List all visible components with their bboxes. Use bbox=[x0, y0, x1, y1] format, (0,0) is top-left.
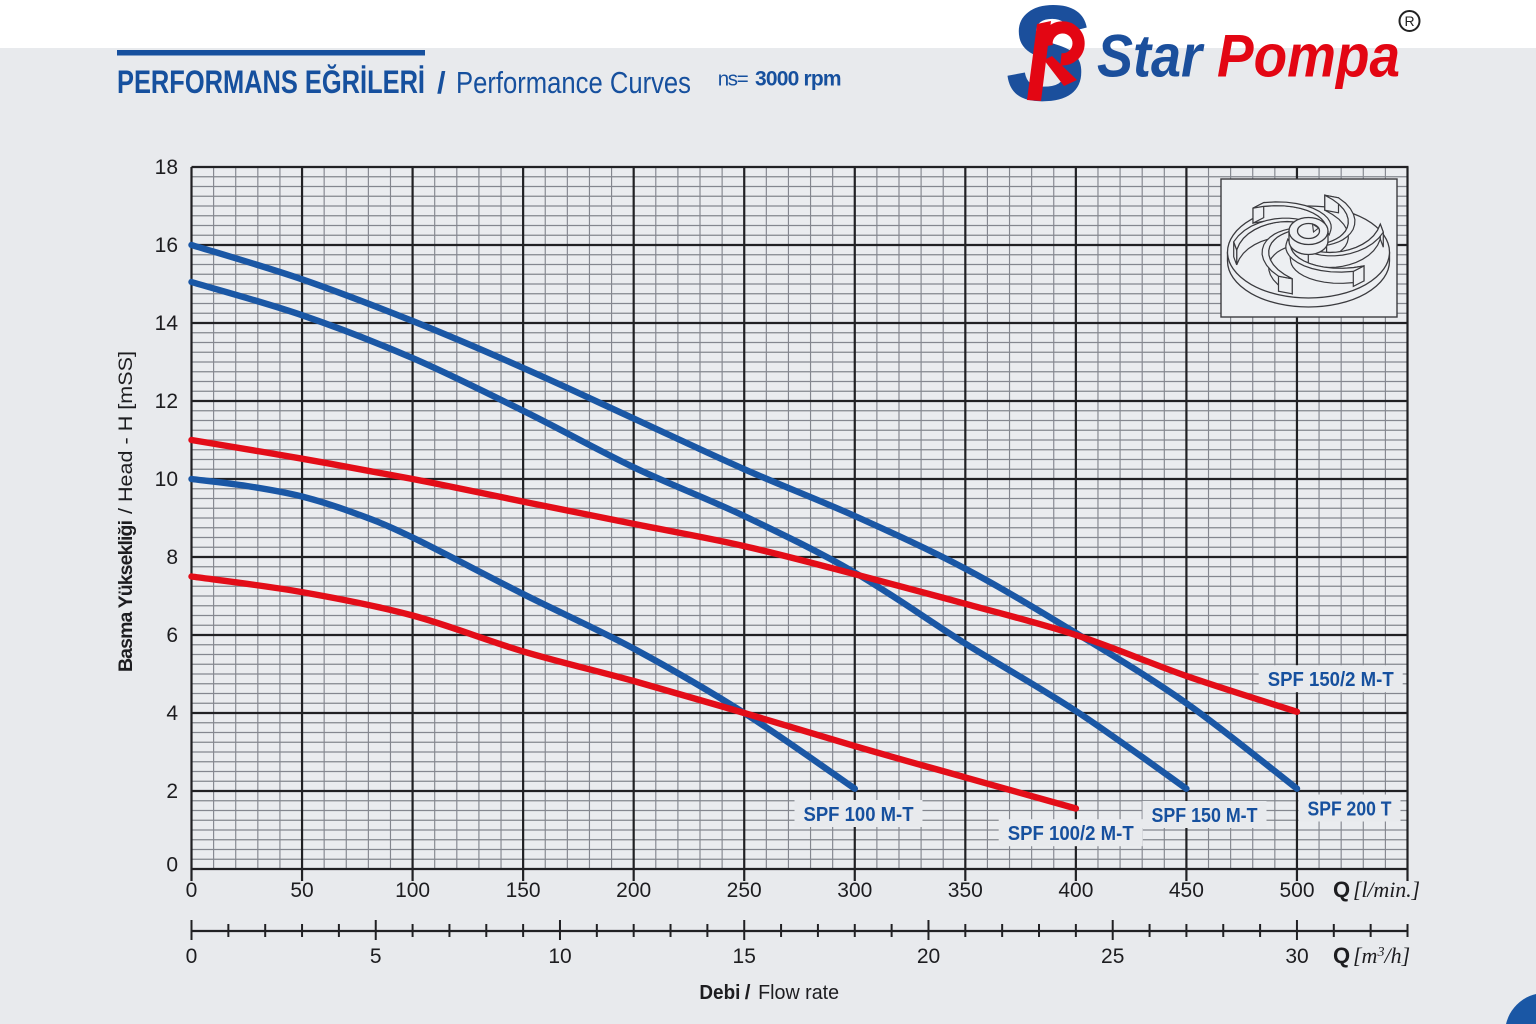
svg-text:12: 12 bbox=[155, 390, 178, 413]
svg-text:150: 150 bbox=[506, 879, 541, 902]
svg-text:3000 rpm: 3000 rpm bbox=[755, 68, 842, 91]
svg-text:350: 350 bbox=[948, 879, 983, 902]
svg-text:18: 18 bbox=[155, 156, 178, 179]
svg-text:Debi: Debi bbox=[699, 981, 740, 1004]
svg-text:0: 0 bbox=[186, 879, 198, 902]
svg-text:Star: Star bbox=[1097, 22, 1205, 89]
svg-text:/: / bbox=[745, 981, 751, 1004]
svg-text:200: 200 bbox=[616, 879, 651, 902]
svg-text:14: 14 bbox=[155, 312, 179, 335]
svg-text:6: 6 bbox=[166, 624, 178, 647]
svg-text:SPF 150 M-T: SPF 150 M-T bbox=[1152, 805, 1258, 827]
svg-text:/ Head - H [mSS]: / Head - H [mSS] bbox=[115, 351, 137, 514]
svg-text:400: 400 bbox=[1058, 879, 1093, 902]
svg-text:Pompa: Pompa bbox=[1217, 22, 1400, 89]
svg-text:100: 100 bbox=[395, 879, 430, 902]
svg-text:PERFORMANS EĞRİLERİ: PERFORMANS EĞRİLERİ bbox=[117, 64, 425, 100]
svg-text:ns=: ns= bbox=[718, 68, 749, 91]
svg-text:16: 16 bbox=[155, 234, 178, 257]
svg-text:15: 15 bbox=[733, 945, 756, 968]
svg-text:SPF 200 T: SPF 200 T bbox=[1308, 799, 1392, 821]
svg-text:10: 10 bbox=[155, 468, 178, 491]
svg-text:Flow rate: Flow rate bbox=[758, 981, 839, 1004]
svg-text:50: 50 bbox=[290, 879, 313, 902]
svg-text:R: R bbox=[1404, 13, 1414, 29]
svg-text:450: 450 bbox=[1169, 879, 1204, 902]
svg-text:SPF 150/2 M-T: SPF 150/2 M-T bbox=[1268, 669, 1394, 691]
svg-text:300: 300 bbox=[837, 879, 872, 902]
svg-text:0: 0 bbox=[166, 854, 178, 877]
svg-text:S: S bbox=[1006, 0, 1088, 129]
svg-text:Basma Yüksekliği: Basma Yüksekliği bbox=[115, 520, 137, 672]
svg-text:30: 30 bbox=[1285, 945, 1308, 968]
svg-text:8: 8 bbox=[166, 546, 178, 569]
svg-text:5: 5 bbox=[370, 945, 382, 968]
svg-text:25: 25 bbox=[1101, 945, 1124, 968]
svg-text:2: 2 bbox=[166, 780, 178, 803]
svg-text:Q: Q bbox=[1333, 877, 1350, 902]
svg-text:SPF 100/2 M-T: SPF 100/2 M-T bbox=[1008, 823, 1134, 845]
svg-text:[m3/h]: [m3/h] bbox=[1353, 943, 1410, 968]
svg-text:500: 500 bbox=[1279, 879, 1314, 902]
svg-text:Q: Q bbox=[1333, 943, 1350, 968]
svg-text:0: 0 bbox=[186, 945, 198, 968]
svg-text:250: 250 bbox=[727, 879, 762, 902]
svg-text:SPF 100 M-T: SPF 100 M-T bbox=[804, 804, 914, 826]
svg-text:[l/min.]: [l/min.] bbox=[1353, 877, 1420, 902]
svg-text:/: / bbox=[437, 65, 446, 100]
svg-text:Performance Curves: Performance Curves bbox=[456, 65, 691, 100]
svg-text:4: 4 bbox=[166, 702, 178, 725]
svg-text:10: 10 bbox=[548, 945, 571, 968]
svg-text:20: 20 bbox=[917, 945, 940, 968]
